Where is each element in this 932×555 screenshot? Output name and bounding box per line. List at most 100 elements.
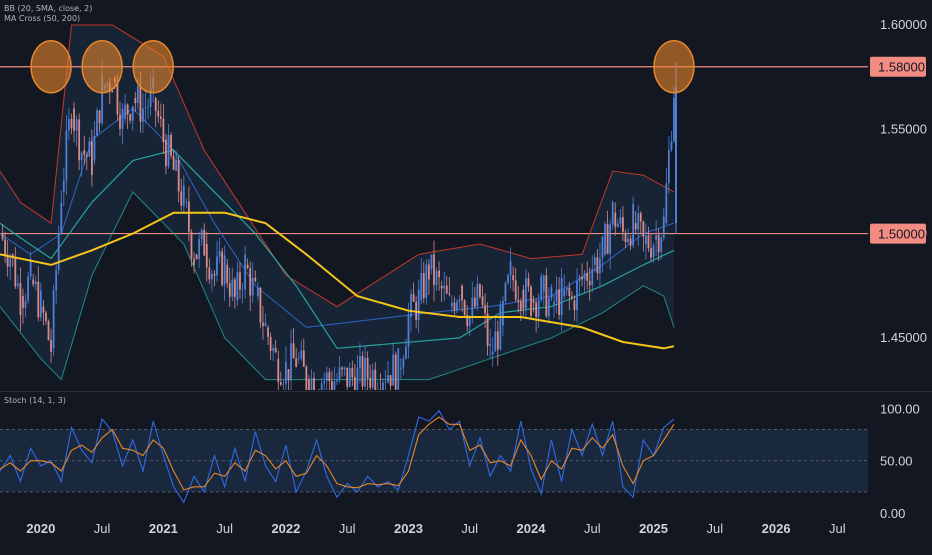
x-tick-label: Jul: [707, 521, 724, 536]
candle-body: [233, 279, 236, 297]
candle-body: [32, 279, 35, 285]
candle-body: [356, 367, 359, 390]
candle-body: [650, 248, 652, 258]
candle-body: [468, 316, 471, 327]
candle-body: [154, 98, 157, 111]
candle-body: [591, 268, 594, 286]
x-tick-label: Jul: [339, 521, 356, 536]
candle-body: [611, 202, 614, 225]
candle-body: [614, 212, 617, 227]
candle-body: [328, 372, 331, 382]
legend-stoch[interactable]: Stoch (14, 1, 3): [4, 396, 66, 405]
candle-body: [70, 118, 73, 129]
candle-body: [165, 139, 167, 167]
candle-body: [382, 382, 384, 390]
candle-body: [351, 368, 354, 378]
bb-lower-line[interactable]: [0, 191, 675, 381]
candle-body: [484, 305, 486, 314]
candle-body: [124, 104, 126, 119]
candle-body: [476, 284, 479, 307]
candle-body: [547, 298, 550, 317]
candle-body: [111, 91, 114, 93]
ma200-line[interactable]: [0, 211, 675, 350]
candle-body: [251, 277, 254, 296]
price-tag[interactable]: [870, 56, 926, 77]
candle-body: [259, 287, 262, 323]
candle-body: [42, 306, 45, 313]
candle-body: [647, 235, 650, 249]
price-tag[interactable]: [870, 223, 926, 244]
candle-body: [131, 106, 134, 121]
candle-body: [405, 347, 407, 359]
highlight-circle-1[interactable]: [30, 39, 72, 94]
candle-body: [134, 98, 137, 104]
candle-body: [578, 276, 581, 282]
highlight-circle-3[interactable]: [132, 39, 174, 94]
candle-body: [463, 300, 466, 315]
stoch-series-%D[interactable]: [0, 416, 675, 491]
candle-body: [397, 348, 400, 390]
stoch-pane: [0, 409, 868, 504]
candle-body: [632, 203, 635, 246]
candle-body: [57, 233, 60, 271]
candle-body: [642, 221, 645, 237]
candle-body: [644, 235, 647, 245]
highlight-circle-4[interactable]: [653, 39, 695, 94]
candle-body: [667, 150, 670, 184]
x-tick-label: Jul: [584, 521, 601, 536]
candle-body: [456, 301, 458, 311]
candle-body: [1, 233, 4, 240]
candle-body: [262, 322, 264, 327]
highlight-circle-2[interactable]: [81, 39, 123, 94]
candle-body: [430, 254, 433, 270]
candle-body: [85, 154, 88, 157]
candle-body: [599, 258, 601, 274]
candle-body: [555, 289, 558, 302]
candle-body: [512, 275, 515, 281]
candle-body: [208, 267, 211, 280]
candle-body: [461, 285, 463, 301]
candle-body: [376, 389, 379, 390]
candle-body: [491, 351, 494, 355]
candle-body: [473, 297, 476, 307]
candle-body: [47, 321, 50, 340]
candle-body: [256, 287, 259, 297]
x-tick-label: Jul: [94, 521, 111, 536]
candle-body: [458, 299, 461, 302]
candle-body: [231, 279, 234, 297]
candle-body: [359, 356, 361, 368]
stoch-legend: Stoch (14, 1, 3): [4, 396, 66, 406]
candle-body: [570, 295, 573, 298]
candle-body: [121, 108, 124, 129]
candle-body: [310, 378, 313, 390]
x-tick-label: 2020: [26, 521, 55, 536]
stoch-series-%K[interactable]: [0, 409, 675, 504]
candle-body: [573, 300, 576, 311]
candle-body: [300, 350, 303, 359]
candle-body: [254, 277, 257, 281]
candle-body: [228, 283, 231, 297]
candle-body: [486, 313, 489, 347]
candle-body: [98, 110, 101, 124]
candle-body: [320, 383, 323, 390]
candle-body: [34, 281, 37, 285]
candle-body: [6, 254, 9, 267]
candle-body: [563, 289, 566, 297]
candle-body: [65, 130, 68, 181]
candle-body: [576, 281, 578, 311]
candle-body: [494, 331, 497, 352]
candle-body: [16, 283, 19, 287]
legend-bb[interactable]: BB (20, SMA, close, 2): [4, 4, 93, 13]
candle-body: [136, 86, 139, 104]
candle-body: [348, 368, 351, 387]
candle-body: [246, 264, 249, 269]
candle-body: [198, 239, 201, 259]
legend-ma-cross[interactable]: MA Cross (50, 200): [4, 14, 81, 23]
price-tag-label: 1.50000: [878, 227, 925, 242]
candle-body: [175, 159, 178, 172]
candle-body: [29, 259, 32, 277]
bb-upper-line[interactable]: [0, 24, 675, 308]
candle-body: [282, 383, 285, 385]
